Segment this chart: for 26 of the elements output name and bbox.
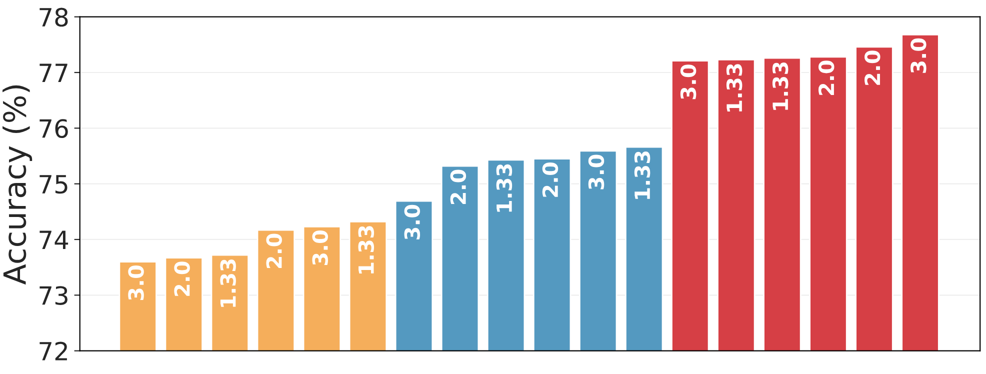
annotation: 3.0 [404, 204, 420, 240]
y-axis-title: Accuracy (%) [2, 85, 32, 285]
annotation: 1.33 [634, 152, 650, 199]
annotation: 2.0 [450, 170, 466, 204]
annotation: 2.0 [542, 162, 558, 197]
annotation: 2.0 [818, 60, 834, 95]
annotation: 3.0 [910, 38, 926, 73]
annotation: 2.0 [864, 50, 880, 85]
annotation: 3.0 [312, 230, 328, 265]
y-tick-label: 73 [40, 286, 68, 305]
y-tick-label: 74 [40, 230, 68, 249]
annotation: 3.0 [588, 154, 604, 190]
annotation: 3.0 [128, 266, 144, 300]
annotation: 1.33 [358, 226, 374, 274]
annotation: 1.33 [496, 164, 512, 212]
y-tick-label: 76 [40, 119, 68, 138]
annotation: 1.33 [726, 64, 742, 112]
annotation: 2.0 [266, 234, 282, 268]
annotation: 2.0 [174, 262, 190, 296]
annotation: 3.0 [680, 64, 696, 100]
y-tick-label: 75 [40, 175, 68, 194]
annotation: 1.33 [220, 260, 236, 307]
y-tick-label: 77 [40, 64, 68, 82]
y-tick-label: 72 [40, 342, 67, 360]
annotation: 1.33 [772, 62, 788, 110]
y-tick-label: 78 [40, 8, 68, 27]
